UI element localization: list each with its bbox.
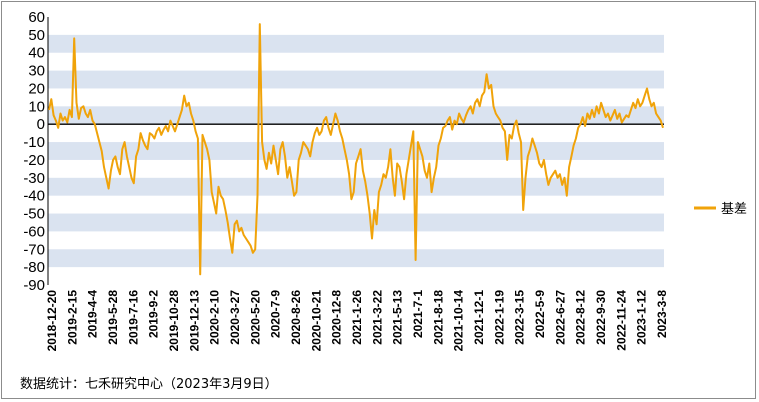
x-tick-label: 2019-4-4 [86,290,100,338]
y-tick-label: 20 [28,80,45,97]
grid-band [48,34,664,53]
x-tick-label: 2022-8-12 [574,290,588,345]
x-tick-label: 2022-1-19 [492,290,506,345]
x-tick-label: 2020-3-27 [228,290,242,345]
y-tick-label: -90 [23,277,45,294]
x-axis-ticks: 2018-12-20 2019-2-15 2019-4-4 2019-5-28 2019… [45,290,669,352]
x-tick-label: 2020-7-9 [269,290,283,338]
x-tick-label: 2019-10-28 [167,290,181,352]
x-tick-label: 2018-12-20 [45,290,59,352]
x-tick-label: 2022-6-27 [553,290,567,345]
grid-band [48,213,664,232]
grid-band [48,177,664,196]
x-tick-label: 2023-3-8 [655,290,669,338]
legend-label: 基差 [721,201,747,216]
y-tick-label: 0 [37,116,45,133]
series-line-basis [48,23,664,276]
legend: 基差 [694,201,747,216]
y-tick-label: -20 [23,152,45,169]
x-tick-label: 2019-2-15 [65,290,79,345]
y-tick-label: 30 [28,63,45,80]
grid-band [48,249,664,268]
x-tick-label: 2021-3-22 [370,290,384,345]
y-tick-label: -80 [23,259,45,276]
x-tick-label: 2019-7-16 [126,290,140,345]
x-tick-label: 2020-5-20 [248,290,262,345]
x-tick-label: 2019-12-13 [187,290,201,352]
y-tick-label: 10 [28,98,45,115]
x-tick-label: 2022-9-30 [594,290,608,345]
y-tick-label: 40 [28,45,45,62]
y-tick-label: -50 [23,206,45,223]
x-tick-label: 2019-9-2 [147,290,161,338]
x-tick-label: 2020-10-21 [309,290,323,352]
x-tick-label: 2019-5-28 [106,290,120,345]
source-note: 数据统计：七禾研究中心（2023年3月9日） [20,377,278,392]
y-tick-label: 60 [28,9,45,26]
y-tick-label: 50 [28,27,45,44]
x-tick-label: 2020-12-8 [330,290,344,345]
x-tick-label: 2023-1-12 [635,290,649,345]
x-tick-label: 2021-12-1 [472,290,486,345]
x-tick-label: 2021-10-14 [452,290,466,352]
x-tick-label: 2021-8-18 [431,290,445,345]
y-tick-label: -40 [23,188,45,205]
x-tick-label: 2022-5-9 [533,290,547,338]
y-tick-label: -30 [23,170,45,187]
y-tick-label: -70 [23,241,45,258]
y-tick-label: -10 [23,134,45,151]
grid-band [48,70,664,89]
grid-bands [48,34,664,268]
x-tick-label: 2020-8-26 [289,290,303,345]
x-tick-label: 2021-5-13 [391,290,405,345]
x-tick-label: 2022-3-15 [513,290,527,345]
x-tick-label: 2021-7-1 [411,290,425,338]
y-tick-label: -60 [23,223,45,240]
x-tick-label: 2020-2-10 [208,290,222,345]
x-tick-label: 2021-1-26 [350,290,364,345]
grid-band [48,106,664,125]
x-tick-label: 2022-11-24 [614,290,628,351]
